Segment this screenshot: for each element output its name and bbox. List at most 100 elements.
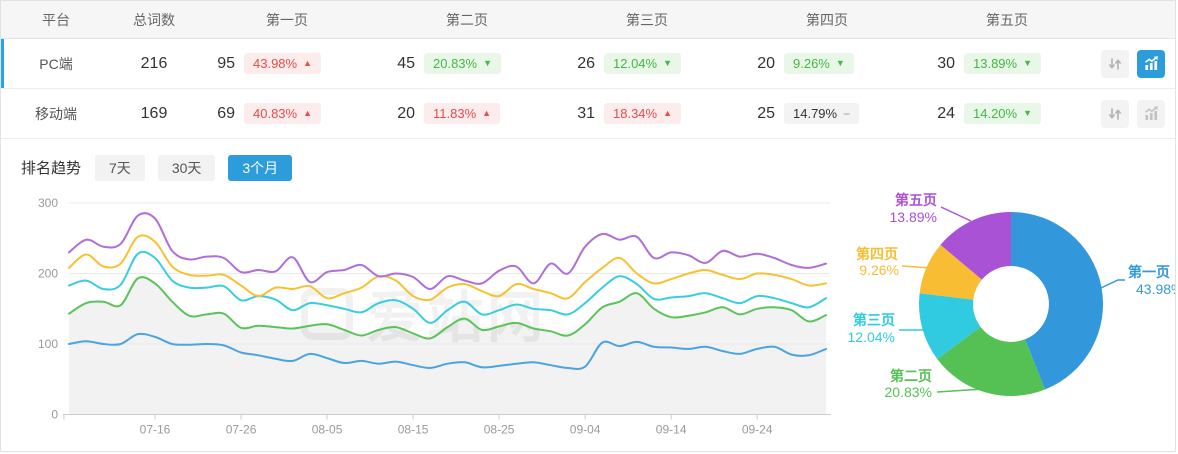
percent-value: 14.20% [973,106,1018,121]
percent-change-badge: 43.98% ▲ [244,53,322,74]
donut-label-percent: 9.26% [859,262,899,278]
donut-label-name: 第一页 [1128,264,1170,280]
donut-label-percent: 12.04% [848,329,895,345]
label-leader-line [1100,279,1125,289]
percent-value: 11.83% [433,106,477,121]
arrow-up-icon: ▲ [482,108,492,118]
page-1-cell: 95 43.98% ▲ [197,53,377,74]
arrow-up-icon: ▲ [303,108,313,118]
page-count-value: 26 [577,54,595,72]
trend-chart-icon [1144,56,1158,70]
percent-value: 43.98% [253,56,298,71]
total-keywords-value: 216 [140,54,168,72]
donut-slice-第二页[interactable] [937,326,1045,397]
column-header-5: 第四页 [806,11,848,28]
x-axis-label: 07-26 [226,423,257,437]
arrow-down-icon: ▼ [483,58,493,68]
percent-change-badge: 18.34% ▲ [604,103,682,124]
percent-change-badge: 12.04% ▼ [604,53,682,74]
arrow-down-icon: ▼ [1023,108,1033,118]
x-axis-label: 09-04 [570,423,601,437]
trend-range-tabs: 7天 30天 3个月 [95,154,293,181]
platform-label: PC端 [39,55,73,72]
donut-slice-第三页[interactable] [918,293,981,359]
sort-button[interactable] [1101,49,1129,78]
series-line-第一页 [68,332,827,370]
tab-30-days[interactable]: 30天 [157,154,216,181]
pc-row[interactable]: PC端 216 95 43.98% ▲ 45 20.83% ▼ 26 12.04% ▼ 20 9.26%… [1,39,1175,89]
y-axis-label: 100 [38,337,58,351]
page-count-value: 69 [217,104,235,122]
line-chart-svg: 0 100 200 300 07-16 07-26 08-05 08-15 08-25 09-04… [38,196,831,437]
page-count-value: 24 [937,104,955,122]
percent-value: 14.79% [793,106,838,121]
trend-toggle-button[interactable] [1137,99,1165,128]
page-count-value: 20 [397,104,415,122]
tab-3-months[interactable]: 3个月 [228,154,293,181]
y-axis-label: 300 [38,196,58,210]
minus-icon: − [843,106,851,121]
column-header-1: 总词数 [133,11,175,28]
tab-7-days[interactable]: 7天 [95,154,145,181]
page-count-value: 31 [577,104,595,122]
page-4-cell: 25 14.79% − [737,103,917,124]
table-header: 平台 总词数 第一页 第二页 第三页 第四页 第五页 [1,1,1175,39]
x-axis-label: 08-25 [484,423,515,437]
area-fill [69,277,826,415]
page-1-cell: 69 40.83% ▲ [197,103,377,124]
page-count-value: 25 [757,104,775,122]
x-axis-label: 07-16 [140,423,171,437]
page-5-cell: 30 13.89% ▼ [917,53,1097,74]
rank-trend-line-chart[interactable]: 0 100 200 300 07-16 07-26 08-05 08-15 08-25 09-04… [1,191,841,451]
mobile-row[interactable]: 移动端 169 69 40.83% ▲ 20 11.83% ▲ 31 18.34% ▲ 25 14.79… [1,89,1175,139]
percent-value: 12.04% [613,56,658,71]
series-line-第五页 [68,212,827,291]
donut-label-percent: 20.83% [885,384,932,400]
platform-label: 移动端 [35,105,77,122]
x-axis-label: 09-24 [742,423,773,437]
donut-label-percent: 13.89% [890,209,937,225]
column-header-6: 第五页 [986,11,1028,28]
label-leader-line [940,206,972,222]
series-line-第二页 [68,276,827,340]
donut-slice-第五页[interactable] [940,212,1012,280]
page-count-value: 45 [397,54,415,72]
donut-slice-第四页[interactable] [919,244,982,300]
total-keywords-value: 169 [140,104,168,122]
column-header-4: 第三页 [626,11,668,28]
column-header-0: 平台 [42,11,70,28]
percent-change-badge: 13.89% ▼ [964,53,1042,74]
label-leader-line [901,265,932,269]
percent-value: 20.83% [433,56,478,71]
x-axis-label: 09-14 [656,423,687,437]
percent-value: 18.34% [613,106,658,121]
column-header-2: 第一页 [266,11,308,28]
percent-change-badge: 14.20% ▼ [964,103,1042,124]
donut-label-name: 第三页 [853,312,895,328]
y-axis-label: 0 [51,408,58,422]
arrow-down-icon: ▼ [835,58,845,68]
percent-change-badge: 14.79% − [784,103,860,124]
page-5-cell: 24 14.20% ▼ [917,103,1097,124]
page-count-value: 30 [937,54,955,72]
trend-toolbar: 排名趋势 7天 30天 3个月 [1,139,1175,183]
percent-change-badge: 9.26% ▼ [784,53,854,74]
x-axis-label: 08-05 [312,423,343,437]
sort-arrows-icon [1108,57,1122,70]
percent-change-badge: 40.83% ▲ [244,103,322,124]
page-count-value: 20 [757,54,775,72]
donut-slice-第一页[interactable] [1011,212,1104,390]
page-2-cell: 20 11.83% ▲ [377,103,557,124]
page-4-cell: 20 9.26% ▼ [737,53,917,74]
percent-change-badge: 11.83% ▲ [424,103,501,124]
arrow-down-icon: ▼ [663,58,673,68]
trend-chart-icon [1144,106,1158,120]
trend-toggle-button[interactable] [1137,49,1165,78]
page-3-cell: 26 12.04% ▼ [557,53,737,74]
label-leader-line [936,388,985,393]
donut-label-name: 第四页 [856,246,898,262]
sort-button[interactable] [1101,99,1129,128]
